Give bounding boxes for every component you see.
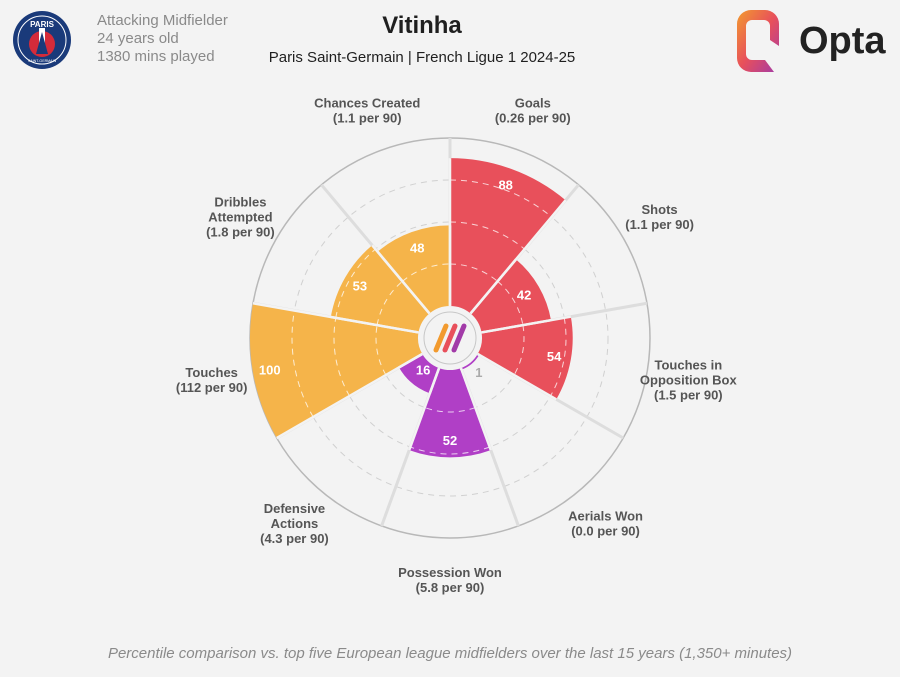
bar-ring-segment <box>497 280 524 326</box>
metric-label-line: Touches <box>185 365 238 380</box>
value-label: 42 <box>517 288 531 303</box>
metric-label-line: (112 per 90) <box>176 380 248 395</box>
metric-label: Touches in Opposition Box (1.5 per 90) <box>640 358 738 403</box>
value-label: 16 <box>416 363 430 378</box>
bar-ring-segment <box>513 325 525 376</box>
metric-label-line: Touches in <box>654 358 722 373</box>
metric-label-line: Aerials Won <box>568 508 643 523</box>
value-label: 52 <box>443 433 457 448</box>
bar-ring-segment <box>424 407 476 413</box>
bar-ring-segment <box>449 263 498 282</box>
value-label: 88 <box>498 177 512 192</box>
player-name: Vitinha <box>382 12 462 39</box>
metric-label-line: Opposition Box <box>640 373 738 388</box>
center-slash-icon <box>433 323 449 353</box>
bar-separator <box>481 315 572 334</box>
player-info: Attacking Midfielder 24 years old 1380 m… <box>97 12 228 66</box>
metric-label-line: Defensive <box>264 501 325 516</box>
bar-chances-created <box>377 225 450 314</box>
metric-label: Chances Created (1.1 per 90) <box>314 96 420 126</box>
bar-separator <box>376 250 431 315</box>
metric-label-line: (1.8 per 90) <box>206 225 275 240</box>
player-age: 24 years old <box>97 30 179 47</box>
metric-label-line: Dribbles <box>214 195 266 210</box>
bar-touches <box>249 303 423 438</box>
opta-wordmark: Opta <box>799 20 886 62</box>
bar-separator <box>477 352 557 401</box>
club-crest-subtext: SAINT-GERMAIN <box>28 59 57 63</box>
metric-label-line: Chances Created <box>314 96 420 111</box>
value-label: 1 <box>475 365 482 380</box>
metric-label-line: (1.1 per 90) <box>333 111 402 126</box>
metric-label-line: Attempted <box>208 210 272 225</box>
metric-label-line: Possession Won <box>398 565 502 580</box>
bar-separator <box>469 258 517 315</box>
metric-label-line: (0.0 per 90) <box>571 523 640 538</box>
club-competition: Paris Saint-Germain | French Ligue 1 202… <box>268 49 576 66</box>
bar-dribbles <box>330 245 430 333</box>
metric-label-line: Shots <box>642 202 678 217</box>
player-position: Attacking Midfielder <box>97 12 228 29</box>
bar-ring-segment <box>291 310 314 418</box>
center-slash-icon <box>451 323 467 353</box>
metric-label: Possession Won (5.8 per 90) <box>398 565 502 595</box>
bar-possession-won <box>409 368 491 458</box>
value-label: 100 <box>259 362 281 377</box>
metric-label: Defensive Actions (4.3 per 90) <box>260 501 329 546</box>
bar-ring-segment <box>449 179 552 218</box>
bar-separator <box>428 367 441 394</box>
metric-label: Aerials Won (0.0 per 90) <box>568 508 643 538</box>
bar-touches-in <box>477 316 573 400</box>
metric-label-line: (5.8 per 90) <box>416 580 485 595</box>
value-label: 54 <box>547 349 562 364</box>
bar-ring-segment <box>402 263 451 282</box>
value-label: 48 <box>410 241 424 256</box>
metric-label: Goals (0.26 per 90) <box>495 96 571 126</box>
metric-label-line: (0.26 per 90) <box>495 111 571 126</box>
club-crest-text: PARIS <box>30 20 55 29</box>
opta-logo-icon: Opta <box>737 10 886 72</box>
footer-note: Percentile comparison vs. top five Europ… <box>107 645 793 662</box>
bar-shots <box>470 259 552 333</box>
bar-separator <box>276 352 423 440</box>
club-crest-icon: PARIS SAINT-GERMAIN <box>13 11 71 69</box>
value-label: 53 <box>353 278 367 293</box>
player-minutes: 1380 mins played <box>97 48 215 65</box>
bar-ring-segment <box>375 325 387 376</box>
bar-goals <box>450 158 566 314</box>
bar-separator <box>477 352 480 356</box>
metric-label-line: Goals <box>515 96 551 111</box>
bar-separator <box>459 367 492 451</box>
metric-label: Dribbles Attempted (1.8 per 90) <box>206 195 275 240</box>
bar-ring-segment <box>376 280 403 326</box>
metric-label: Shots (1.1 per 90) <box>625 202 694 232</box>
metric-label-line: Actions <box>271 516 319 531</box>
metric-label: Touches (112 per 90) <box>176 365 248 395</box>
bar-aerials-won <box>460 354 480 370</box>
bar-separator <box>330 315 419 334</box>
center-slash-icon <box>442 323 458 353</box>
metric-label-line: (1.5 per 90) <box>654 388 723 403</box>
bar-defensive <box>399 354 440 394</box>
metric-label-line: (4.3 per 90) <box>260 531 329 546</box>
metric-label-line: (1.1 per 90) <box>625 217 694 232</box>
